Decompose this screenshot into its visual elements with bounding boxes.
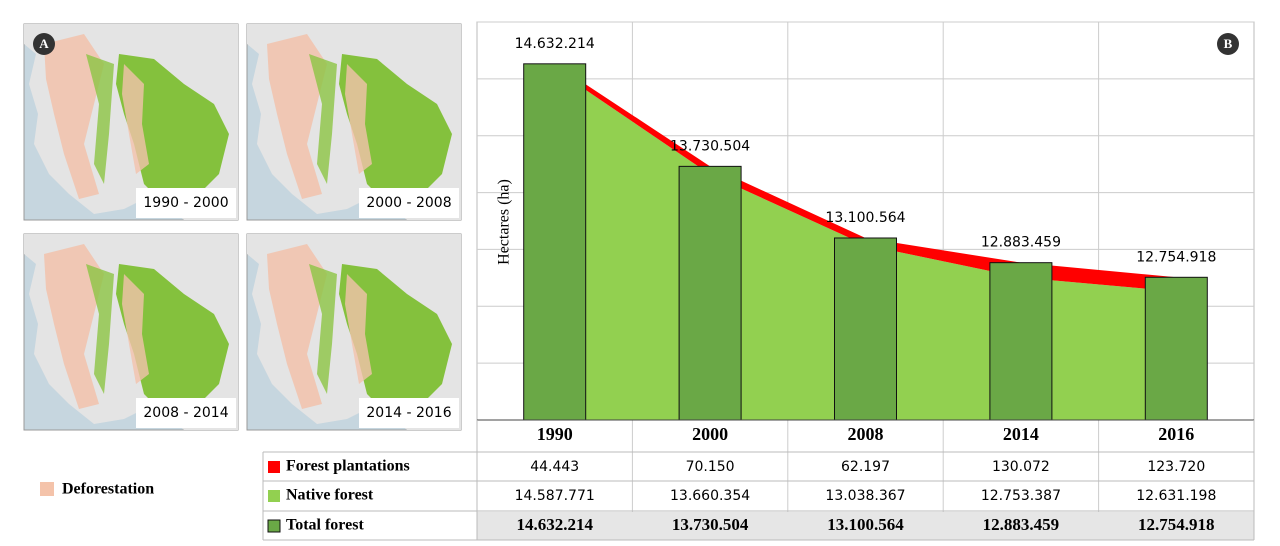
table-value: 12.754.918 bbox=[1138, 515, 1215, 534]
caption-box bbox=[136, 188, 236, 218]
y-axis-label: Hectares (ha) bbox=[496, 179, 513, 265]
table-value: 14.587.771 bbox=[515, 488, 595, 504]
column-header: 2000 bbox=[692, 424, 728, 444]
column-header: 2008 bbox=[848, 424, 884, 444]
map-caption: 2000 - 2008 bbox=[366, 195, 451, 211]
panel-label: B bbox=[1224, 36, 1233, 51]
bar bbox=[523, 63, 587, 421]
column-header: 2014 bbox=[1003, 424, 1039, 444]
caption-box bbox=[359, 398, 459, 428]
data-label: 13.100.564 bbox=[825, 210, 905, 226]
table-value: 70.150 bbox=[686, 459, 735, 475]
bar bbox=[834, 237, 897, 421]
column-header: 1990 bbox=[537, 424, 573, 444]
data-label: 12.754.918 bbox=[1136, 249, 1216, 265]
panel-badge bbox=[1217, 33, 1239, 55]
legend-swatch bbox=[267, 519, 281, 533]
table-value: 123.720 bbox=[1147, 459, 1205, 475]
bar bbox=[678, 165, 742, 421]
table-value: 130.072 bbox=[992, 459, 1050, 475]
legend-label: Native forest bbox=[286, 487, 374, 504]
table-value: 14.632.214 bbox=[516, 515, 593, 534]
map-caption: 2008 - 2014 bbox=[143, 405, 228, 421]
panel-badge bbox=[33, 33, 55, 55]
map-caption: 2014 - 2016 bbox=[366, 405, 451, 421]
table-value: 44.443 bbox=[530, 459, 579, 475]
column-header: 2016 bbox=[1158, 424, 1194, 444]
table-value: 13.660.354 bbox=[670, 488, 750, 504]
total-row-bg bbox=[477, 512, 1254, 540]
legend-label: Deforestation bbox=[62, 481, 154, 498]
table-value: 13.038.367 bbox=[825, 488, 905, 504]
table-value: 62.197 bbox=[841, 459, 890, 475]
legend-label: Forest plantations bbox=[286, 458, 410, 475]
legend-swatch bbox=[268, 490, 280, 502]
data-label: 13.730.504 bbox=[670, 138, 750, 154]
data-label: 14.632.214 bbox=[515, 36, 595, 52]
map-caption: 1990 - 2000 bbox=[143, 195, 228, 211]
legend-swatch bbox=[40, 482, 54, 496]
table-value: 12.631.198 bbox=[1136, 488, 1216, 504]
table-value: 13.730.504 bbox=[672, 515, 749, 534]
bar bbox=[1144, 276, 1208, 421]
table-value: 12.883.459 bbox=[983, 515, 1060, 534]
bar bbox=[989, 262, 1053, 421]
table-value: 13.100.564 bbox=[827, 515, 904, 534]
legend-swatch bbox=[268, 461, 280, 473]
caption-box bbox=[136, 398, 236, 428]
caption-box bbox=[359, 188, 459, 218]
data-label: 12.883.459 bbox=[981, 235, 1061, 251]
table-value: 12.753.387 bbox=[981, 488, 1061, 504]
legend-label: Total forest bbox=[286, 517, 364, 534]
panel-label: A bbox=[39, 36, 49, 51]
